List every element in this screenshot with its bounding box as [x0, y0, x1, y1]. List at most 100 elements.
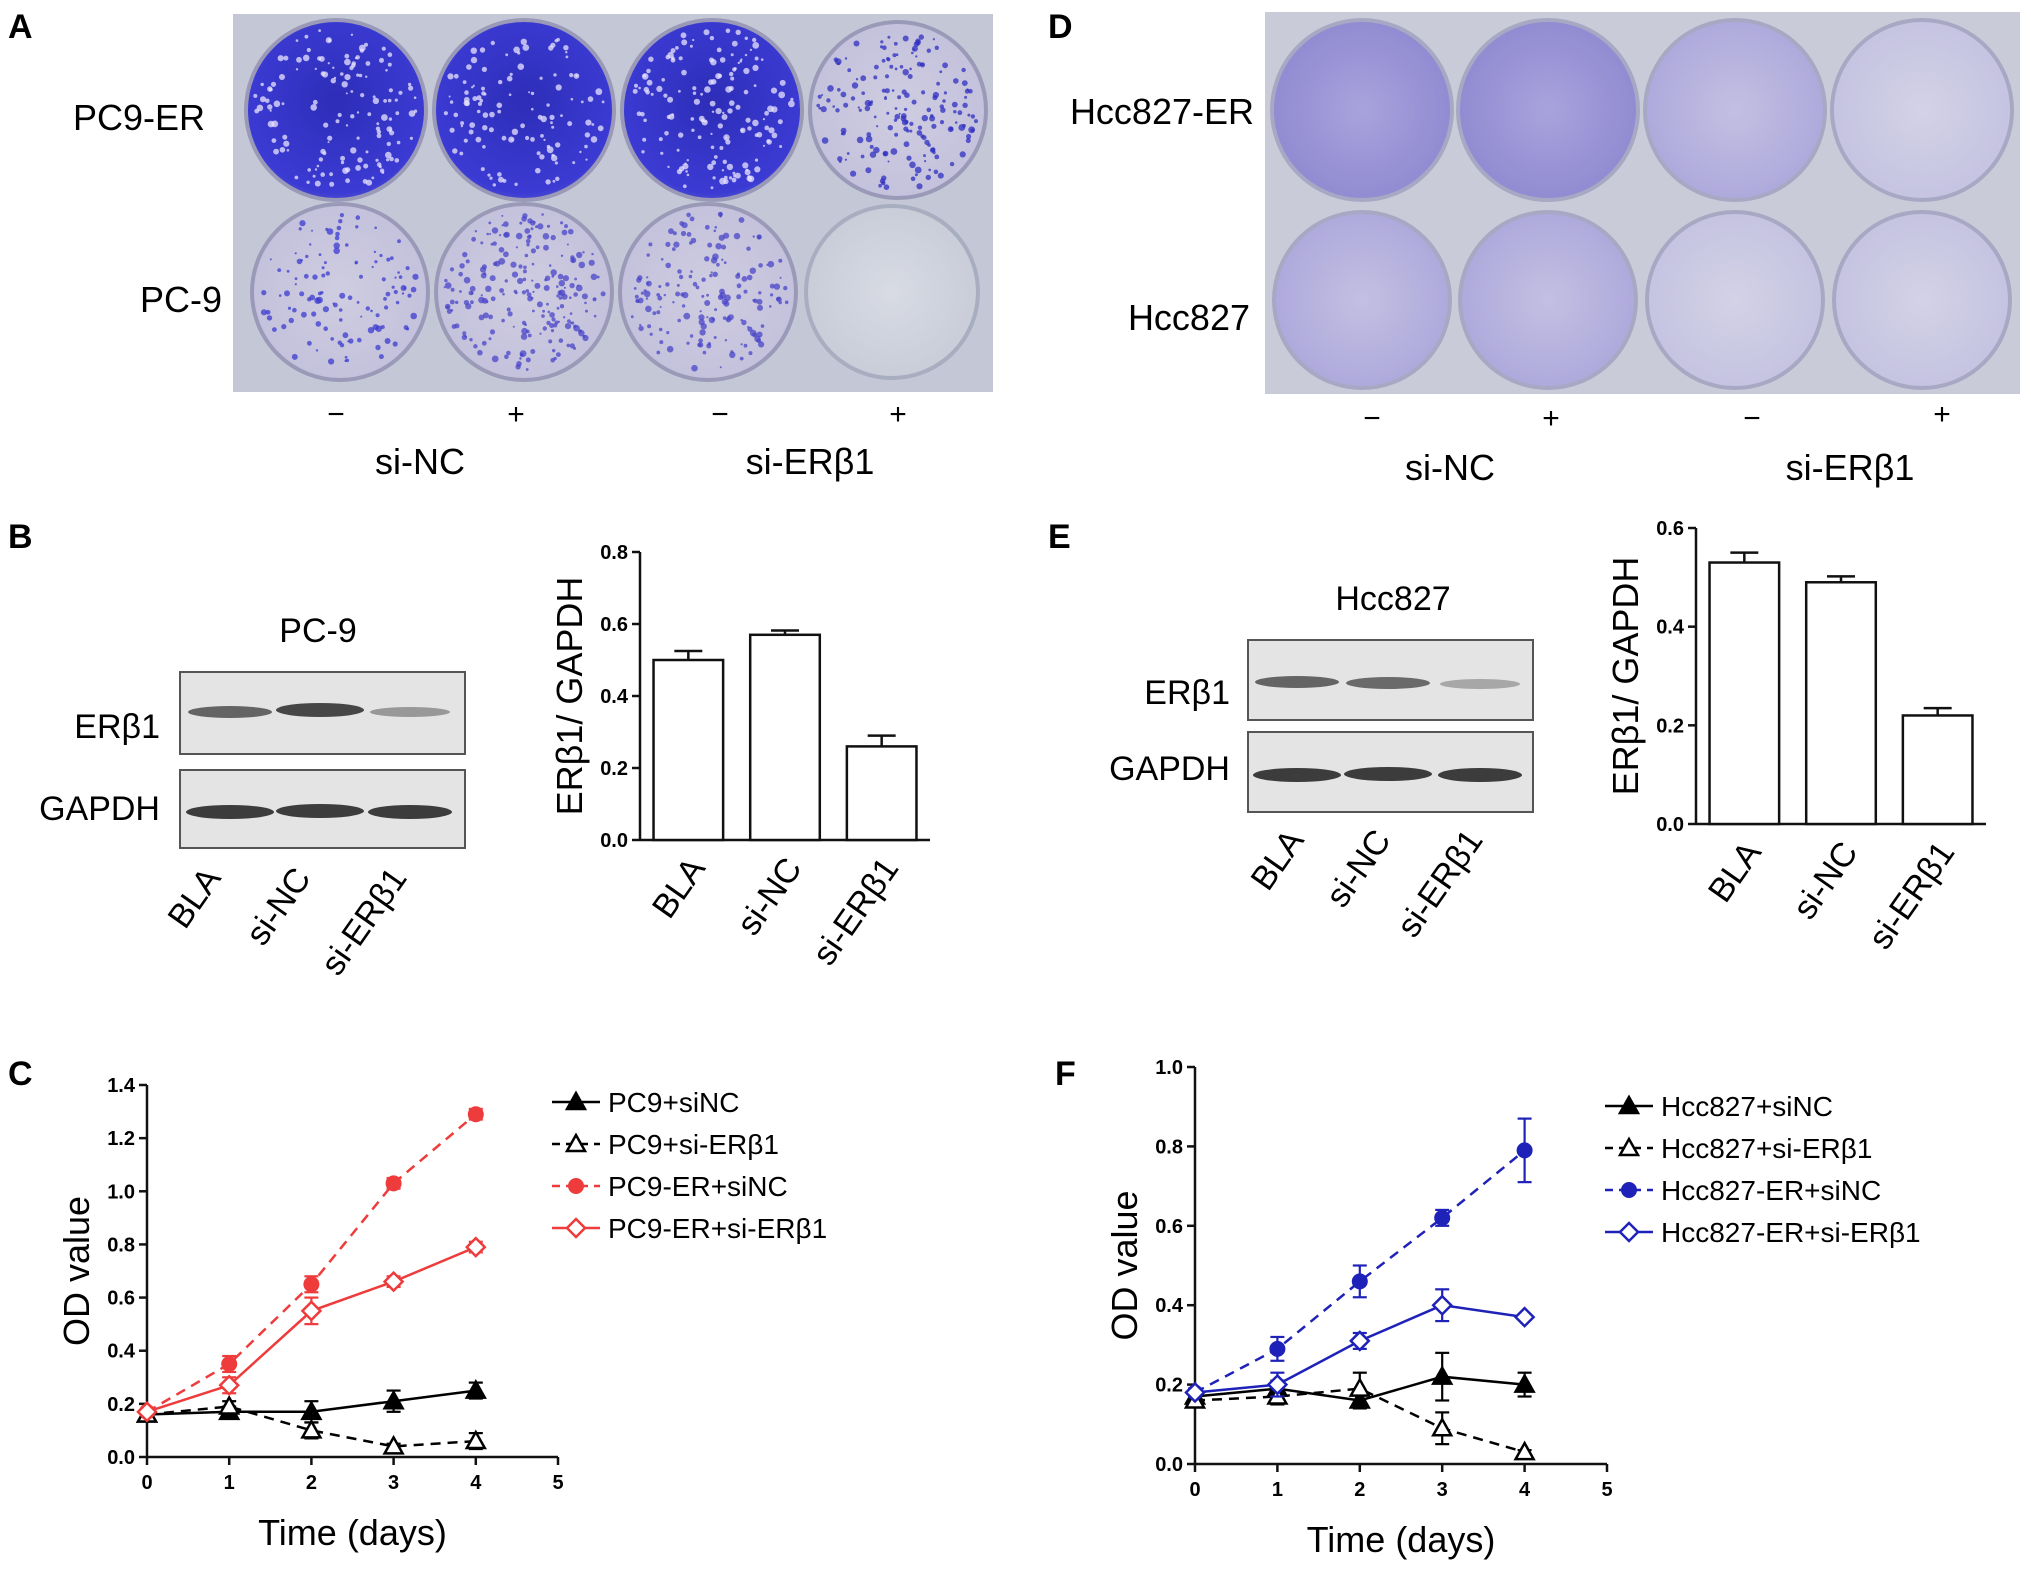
data-point: [1431, 1416, 1454, 1437]
colony-dot: [735, 104, 741, 110]
colony-dot: [715, 108, 722, 115]
colony-dot: [330, 78, 336, 84]
colony-dot: [325, 271, 330, 276]
colony-dot: [691, 128, 695, 132]
data-point: [382, 1270, 405, 1293]
colony-dot: [675, 291, 681, 297]
colony-dot: [909, 129, 913, 133]
colony-dot: [548, 339, 553, 344]
colony-dot: [954, 121, 958, 124]
colony-dot: [682, 291, 689, 299]
colony-dot: [680, 230, 687, 237]
colony-plate: [1458, 210, 1638, 390]
colony-dot: [928, 168, 931, 172]
colony-dot: [558, 296, 563, 300]
colony-dot: [887, 125, 893, 131]
colony-dot: [465, 259, 470, 264]
colony-dot: [514, 291, 518, 295]
colony-dot: [340, 72, 344, 76]
colony-dot: [773, 283, 781, 290]
colony-dot: [481, 91, 486, 96]
colony-dot: [525, 357, 531, 363]
colony-dot: [704, 86, 711, 93]
x-tick-label: 3: [388, 1472, 399, 1494]
colony-dot: [318, 157, 324, 162]
colony-dot: [375, 344, 381, 351]
colony-dot: [443, 286, 446, 289]
colony-dot: [387, 98, 392, 103]
colony-dot: [485, 300, 489, 304]
colony-dot: [721, 114, 728, 120]
x-axis-label: Time (days): [1307, 1519, 1496, 1560]
colony-dot: [480, 294, 483, 297]
colony-dot: [736, 283, 742, 289]
y-tick-label: 0.0: [107, 1447, 135, 1469]
colony-dot: [671, 113, 674, 116]
colony-dot: [387, 62, 392, 67]
colony-dot: [503, 232, 509, 238]
colony-dot: [744, 36, 748, 40]
treatment-sign: −: [1743, 402, 1761, 435]
colony-dot: [444, 278, 448, 283]
colony-dot: [316, 164, 320, 168]
colony-dot: [271, 138, 277, 144]
colony-dot: [686, 232, 692, 237]
colony-dot: [882, 151, 888, 156]
colony-dot: [381, 277, 386, 282]
colony-dot: [511, 138, 514, 141]
colony-dot: [724, 294, 731, 302]
colony-dot: [921, 90, 926, 95]
colony-dot: [355, 215, 361, 220]
colony-dot: [540, 134, 544, 138]
colony-dot: [865, 135, 873, 143]
colony-dot: [306, 47, 311, 53]
colony-dot: [840, 91, 847, 98]
colony-dot: [449, 100, 454, 104]
colony-dot: [480, 241, 484, 245]
colony-dot: [728, 86, 734, 91]
colony-dot: [462, 331, 467, 336]
colony-dot: [525, 239, 531, 244]
colony-dot: [917, 125, 923, 130]
colony-dot: [916, 61, 922, 67]
data-point: [382, 1389, 405, 1410]
colony-dot: [294, 283, 297, 286]
colony-dot: [553, 73, 557, 77]
colony-dot: [923, 154, 926, 158]
colony-dot: [371, 176, 375, 180]
series-line: [146, 1113, 477, 1413]
panel-label-e: E: [1048, 518, 1071, 556]
colony-dot: [472, 84, 475, 87]
colony-dot: [584, 132, 591, 138]
colony-dot: [652, 311, 657, 316]
colony-dot: [585, 158, 588, 161]
colony-dot: [295, 39, 299, 42]
colony-dot: [341, 81, 348, 88]
colony-dot: [591, 252, 594, 256]
colony-dot: [656, 293, 661, 297]
colony-dot: [332, 66, 335, 70]
colony-dot: [749, 48, 753, 52]
colony-dot: [376, 129, 382, 135]
colony-dot: [318, 29, 321, 32]
colony-dot: [870, 100, 874, 104]
colony-dot: [498, 79, 503, 85]
colony-dot: [312, 99, 318, 105]
colony-dot: [638, 86, 641, 90]
colony-dot: [934, 45, 939, 50]
data-point: [221, 1356, 238, 1372]
colony-dot: [333, 247, 341, 255]
colony-dot: [525, 368, 529, 371]
colony-dot: [686, 173, 690, 177]
y-tick-label: 0.6: [1155, 1216, 1183, 1238]
colony-dot: [939, 104, 944, 109]
y-tick-label: 1.4: [107, 1075, 136, 1097]
blot-band: [186, 805, 274, 819]
colony-dot: [721, 244, 727, 250]
colony-dot: [312, 274, 318, 280]
colony-dot: [745, 117, 751, 123]
colony-dot: [546, 224, 551, 228]
colony-dot: [646, 79, 653, 86]
treatment-sign: −: [327, 398, 345, 431]
colony-dot: [463, 299, 469, 306]
